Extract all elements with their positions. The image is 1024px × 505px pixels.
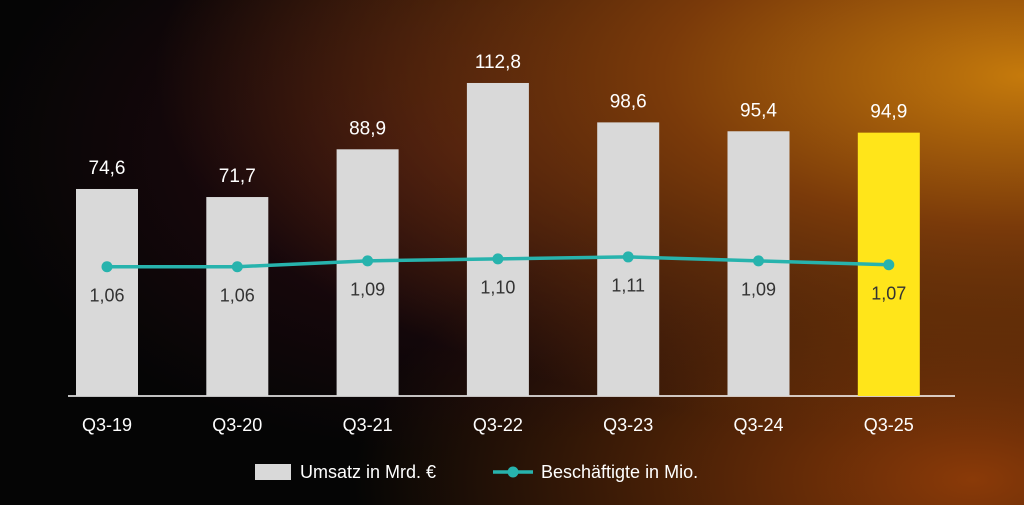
legend-label: Beschäftigte in Mio. bbox=[541, 462, 698, 482]
bar-value-label: 94,9 bbox=[870, 102, 907, 123]
bar-value-label: 98,6 bbox=[610, 91, 647, 112]
line-point bbox=[883, 259, 895, 271]
legend-label: Umsatz in Mrd. € bbox=[300, 462, 436, 482]
line-value-label: 1,09 bbox=[741, 280, 776, 300]
legend-swatch bbox=[255, 464, 291, 480]
legend-swatch bbox=[507, 466, 519, 478]
x-tick-label: Q3-22 bbox=[473, 415, 523, 435]
line-point bbox=[101, 261, 113, 273]
line-point bbox=[492, 253, 504, 265]
line-point bbox=[622, 251, 634, 263]
x-tick-label: Q3-21 bbox=[343, 415, 393, 435]
bar bbox=[206, 197, 269, 396]
line-value-label: 1,06 bbox=[89, 285, 124, 305]
line-value-label: 1,06 bbox=[220, 285, 255, 305]
line-value-label: 1,07 bbox=[871, 284, 906, 304]
x-tick-label: Q3-20 bbox=[212, 415, 262, 435]
line-point bbox=[362, 255, 374, 267]
bar-value-label: 74,6 bbox=[89, 158, 126, 179]
line-value-label: 1,10 bbox=[480, 278, 515, 298]
bar bbox=[466, 82, 529, 396]
bar bbox=[76, 188, 138, 396]
bar bbox=[336, 149, 399, 396]
line-value-label: 1,09 bbox=[350, 280, 385, 300]
line-point bbox=[753, 255, 764, 267]
bar-value-label: 88,9 bbox=[349, 118, 386, 139]
bar-value-label: 71,7 bbox=[219, 166, 256, 187]
x-tick-label: Q3-19 bbox=[82, 415, 132, 435]
line-point bbox=[231, 261, 243, 273]
bar-value-label: 95,4 bbox=[740, 100, 777, 121]
bar-value-label: 112,8 bbox=[475, 52, 521, 73]
line-value-label: 1,11 bbox=[611, 276, 645, 296]
x-tick-label: Q3-25 bbox=[864, 415, 914, 435]
x-tick-label: Q3-23 bbox=[603, 415, 653, 435]
x-tick-label: Q3-24 bbox=[733, 415, 783, 435]
